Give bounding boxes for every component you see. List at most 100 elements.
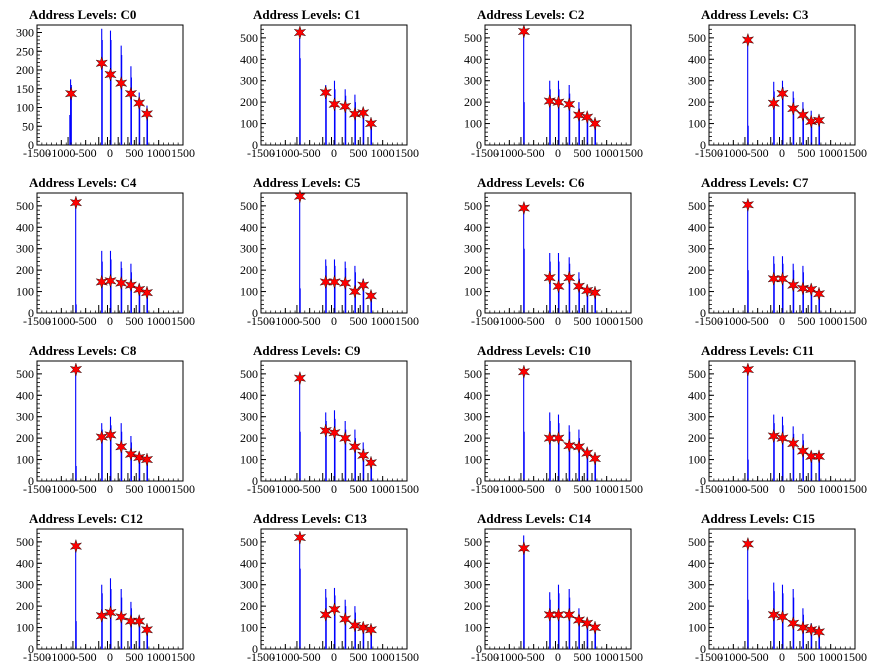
panel-title: Address Levels: C0 — [29, 7, 136, 22]
x-tick-label: -500 — [299, 650, 321, 664]
y-tick-label: 300 — [464, 410, 482, 424]
y-tick-label: 500 — [688, 31, 706, 45]
peak-marker — [124, 86, 138, 101]
x-tick-label: 500 — [797, 482, 815, 496]
x-tick-label: -1500 — [471, 650, 499, 664]
x-tick-label: -1000 — [495, 482, 523, 496]
x-tick-label: -1000 — [719, 314, 747, 328]
y-tick-label: 0 — [28, 138, 34, 152]
peak-marker — [293, 189, 307, 204]
y-tick-label: 300 — [240, 74, 258, 88]
x-tick-label: 1000 — [595, 314, 619, 328]
y-tick-label: 400 — [240, 556, 258, 570]
y-tick-label: 300 — [688, 242, 706, 256]
y-tick-label: 400 — [16, 388, 34, 402]
y-tick-label: 500 — [464, 199, 482, 213]
y-tick-label: 200 — [16, 63, 34, 77]
x-tick-label: -1500 — [23, 146, 51, 160]
peak-marker — [104, 67, 117, 82]
y-tick-label: 200 — [464, 599, 482, 613]
x-tick-label: -1000 — [719, 482, 747, 496]
peak-marker — [69, 538, 83, 554]
y-tick-label: 500 — [16, 535, 34, 549]
panel-title: Address Levels: C4 — [29, 175, 137, 190]
x-tick-label: 1500 — [619, 650, 643, 664]
x-tick-label: 1000 — [371, 482, 395, 496]
y-tick-label: 100 — [464, 621, 482, 635]
x-tick-label: 0 — [555, 650, 561, 664]
y-tick-label: 0 — [700, 474, 706, 488]
peak-marker — [364, 116, 378, 131]
peak-marker — [357, 105, 370, 121]
y-tick-label: 200 — [688, 263, 706, 277]
y-tick-label: 500 — [16, 199, 34, 213]
peak-marker — [64, 86, 78, 101]
x-tick-label: 1000 — [819, 482, 843, 496]
y-tick-label: 0 — [700, 642, 706, 656]
y-tick-label: 0 — [252, 474, 258, 488]
peak-marker — [812, 624, 826, 640]
peak-marker — [348, 106, 362, 122]
chart-panel: Address Levels: C40100200300400500-1500-… — [16, 175, 195, 328]
y-tick-label: 200 — [688, 599, 706, 613]
peak-marker — [140, 622, 154, 637]
x-tick-label: 1500 — [619, 482, 643, 496]
y-tick-label: 400 — [16, 220, 34, 234]
panel-title: Address Levels: C9 — [253, 343, 361, 358]
x-tick-label: 0 — [555, 314, 561, 328]
y-tick-label: 400 — [240, 388, 258, 402]
y-tick-label: 100 — [16, 101, 34, 115]
x-tick-label: 1500 — [619, 314, 643, 328]
peak-marker — [588, 116, 602, 131]
peak-marker — [572, 612, 586, 628]
x-tick-label: 0 — [779, 314, 785, 328]
y-tick-label: 300 — [16, 242, 34, 256]
y-tick-label: 300 — [464, 74, 482, 88]
x-tick-label: 1000 — [371, 314, 395, 328]
peak-marker — [787, 277, 800, 293]
x-tick-label: -1000 — [47, 482, 75, 496]
x-tick-label: -1000 — [47, 314, 75, 328]
peak-marker — [293, 25, 307, 40]
y-tick-label: 0 — [28, 642, 34, 656]
chart-panel: Address Levels: C70100200300400500-1500-… — [688, 175, 867, 328]
peak-marker — [364, 288, 378, 304]
peak-marker — [124, 613, 138, 629]
x-tick-label: 1500 — [395, 482, 419, 496]
peak-marker — [293, 530, 307, 545]
y-tick-label: 100 — [464, 453, 482, 467]
y-tick-label: 0 — [252, 138, 258, 152]
x-tick-label: -1500 — [247, 314, 275, 328]
y-tick-label: 400 — [688, 388, 706, 402]
x-tick-label: -1500 — [471, 314, 499, 328]
peak-marker — [563, 270, 576, 285]
x-tick-label: -1500 — [23, 314, 51, 328]
x-tick-label: 1000 — [147, 314, 171, 328]
peak-marker — [133, 613, 146, 629]
x-tick-label: 500 — [349, 146, 367, 160]
peak-marker — [543, 607, 557, 622]
peak-marker — [552, 279, 565, 294]
x-tick-label: 500 — [573, 482, 591, 496]
peak-marker — [328, 602, 341, 617]
x-tick-label: -1000 — [495, 314, 523, 328]
peak-marker — [115, 75, 128, 91]
y-tick-label: 150 — [16, 82, 34, 96]
x-tick-label: -1000 — [271, 482, 299, 496]
peak-marker — [588, 285, 602, 300]
y-tick-label: 400 — [16, 556, 34, 570]
x-tick-label: -1500 — [695, 314, 723, 328]
x-tick-label: 500 — [349, 650, 367, 664]
peak-marker — [552, 94, 565, 110]
panel-title: Address Levels: C5 — [253, 175, 361, 190]
y-tick-label: 500 — [464, 535, 482, 549]
panel-title: Address Levels: C8 — [29, 343, 137, 358]
peak-marker — [140, 285, 154, 300]
x-tick-label: -1500 — [695, 482, 723, 496]
peak-marker — [357, 277, 370, 293]
y-tick-label: 200 — [464, 263, 482, 277]
chart-panel: Address Levels: C15 0 100 200 300 400 500 -1500… — [688, 511, 867, 664]
x-tick-label: 500 — [797, 146, 815, 160]
x-tick-label: 1000 — [371, 650, 395, 664]
peak-marker — [517, 364, 531, 379]
